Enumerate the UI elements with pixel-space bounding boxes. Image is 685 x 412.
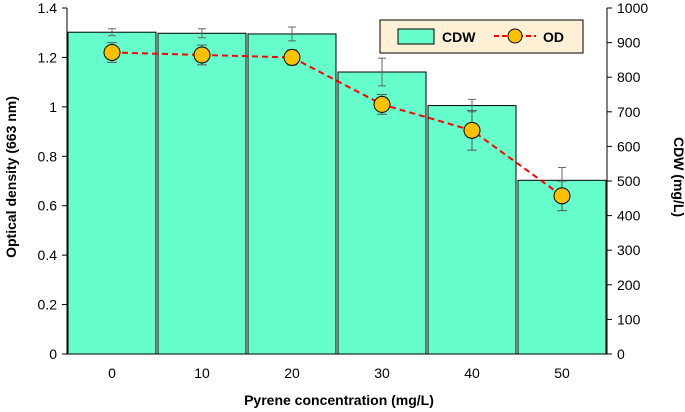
right-tick-label: 200 xyxy=(617,277,641,293)
right-tick-label: 700 xyxy=(617,104,641,120)
right-tick-label: 800 xyxy=(617,69,641,85)
x-tick-label: 40 xyxy=(464,365,480,381)
right-tick-label: 900 xyxy=(617,35,641,51)
right-tick-label: 100 xyxy=(617,311,641,327)
cdw-error-bars xyxy=(108,26,566,194)
left-tick-label: 0.8 xyxy=(38,148,58,164)
od-point xyxy=(103,43,121,61)
cdw-bar xyxy=(337,71,427,355)
x-axis-ticks: 0 10 20 30 40 50 xyxy=(108,365,570,381)
right-tick-label: 400 xyxy=(617,208,641,224)
legend: CDW OD xyxy=(379,19,584,54)
x-tick-label: 0 xyxy=(108,365,116,381)
od-point xyxy=(463,121,481,139)
left-tick-label: 1.4 xyxy=(38,0,58,16)
left-tick-label: 1.2 xyxy=(38,49,58,65)
od-point xyxy=(373,95,391,113)
x-tick-label: 50 xyxy=(554,365,570,381)
right-tick-label: 500 xyxy=(617,173,641,189)
y-axis-right-title: CDW (mg/L) xyxy=(671,137,685,217)
left-tick-label: 0.4 xyxy=(38,247,58,263)
cdw-bar xyxy=(67,31,157,355)
legend-od-marker xyxy=(507,28,523,44)
right-tick-label: 300 xyxy=(617,242,641,258)
right-tick-label: 1000 xyxy=(617,0,648,16)
y-axis-left-title: Optical density (663 nm) xyxy=(3,96,19,258)
x-tick-label: 10 xyxy=(194,365,210,381)
left-axis-ticks: 0 0.2 0.4 0.6 0.8 1 1.2 1.4 xyxy=(38,0,67,362)
cdw-bar xyxy=(247,33,337,355)
legend-od-label: OD xyxy=(543,29,564,45)
left-tick-label: 0 xyxy=(49,346,57,362)
legend-cdw-swatch xyxy=(397,28,435,45)
od-line xyxy=(111,51,563,197)
od-points xyxy=(103,43,571,205)
left-tick-label: 0.6 xyxy=(38,198,58,214)
left-tick-label: 1 xyxy=(49,99,57,115)
x-tick-label: 30 xyxy=(374,365,390,381)
od-series-line xyxy=(111,51,563,197)
x-tick-label: 20 xyxy=(284,365,300,381)
right-tick-label: 600 xyxy=(617,138,641,154)
right-axis-ticks: 0 100 200 300 400 500 600 700 800 900 1000 xyxy=(607,0,648,362)
od-point xyxy=(553,187,571,205)
x-axis-title: Pyrene concentration (mg/L) xyxy=(244,392,434,408)
legend-cdw-label: CDW xyxy=(442,29,476,45)
cdw-bar xyxy=(157,32,247,355)
od-point xyxy=(193,46,211,64)
od-point xyxy=(283,48,301,66)
left-tick-label: 0.2 xyxy=(38,297,58,313)
right-tick-label: 0 xyxy=(617,346,625,362)
